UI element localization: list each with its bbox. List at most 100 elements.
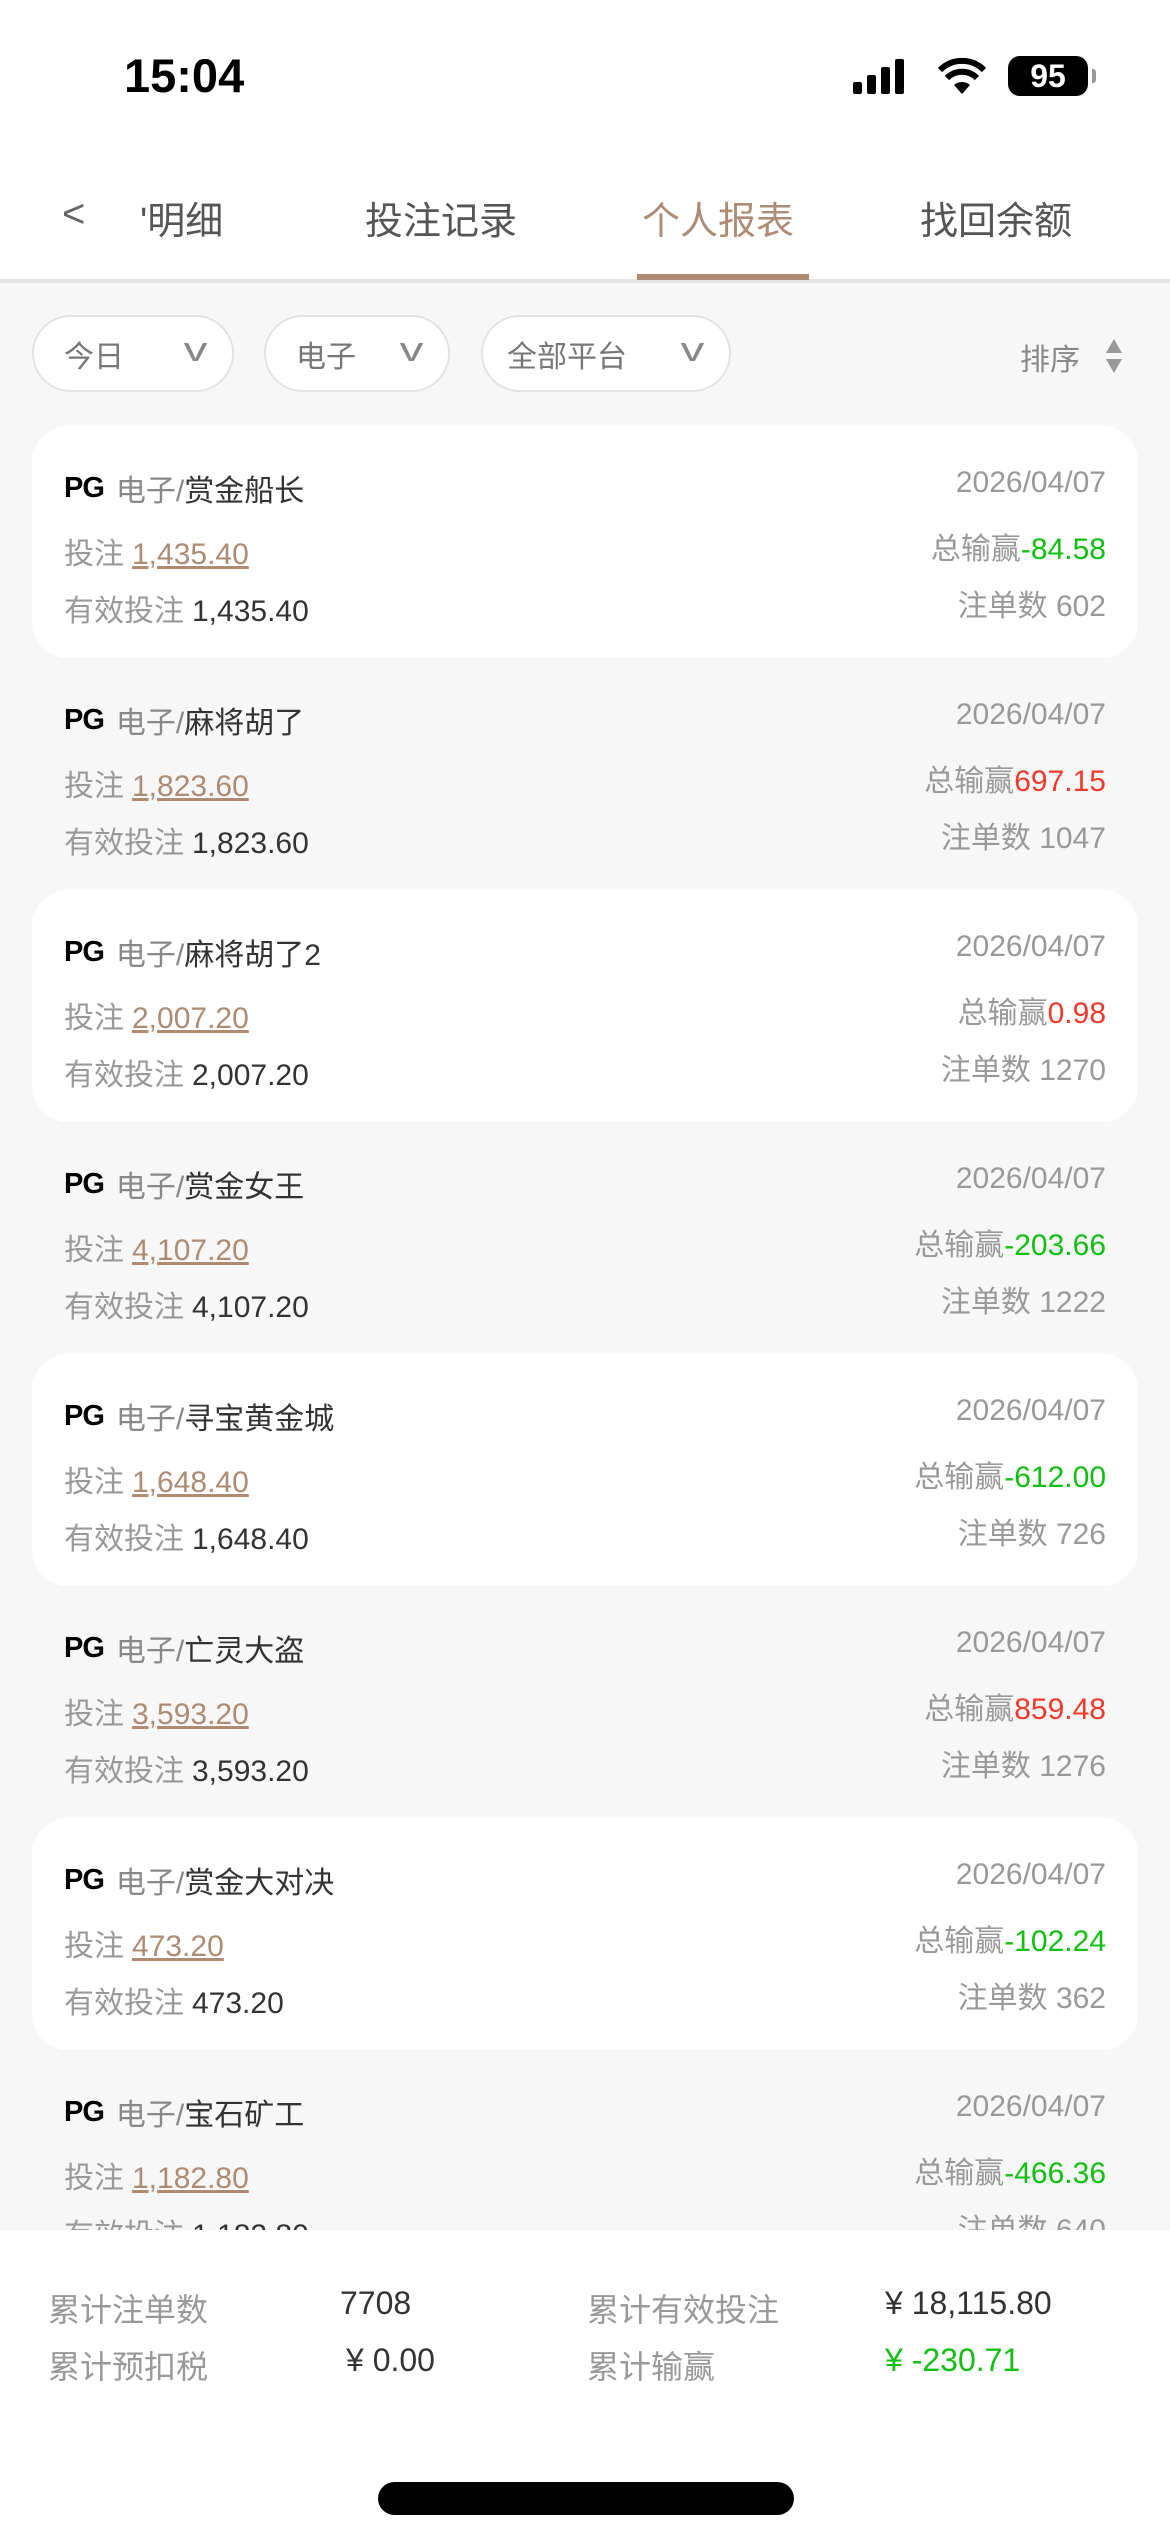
total-win-value: -612.00: [1004, 1461, 1106, 1494]
record-bet: 投注 3,593.20: [64, 1689, 249, 1733]
record-date: 2026/04/07: [955, 698, 1106, 731]
tab-personal-report[interactable]: 个人报表: [642, 201, 795, 243]
back-chevron-icon[interactable]: <: [62, 192, 86, 236]
wifi-icon: [938, 57, 986, 94]
valid-bet-label: 有效投注: [64, 1291, 184, 1324]
record-game: 寻宝黄金城: [184, 1403, 335, 1436]
record-total-win: 总输赢-84.58: [931, 524, 1106, 568]
tab-bar: < '明细 投注记录 个人报表 找回余额: [0, 150, 1170, 283]
bet-amount-link[interactable]: 3,593.20: [132, 1698, 249, 1731]
record-date: 2026/04/07: [955, 930, 1106, 963]
total-win-label: 总输赢: [914, 1229, 1005, 1262]
record-game: 麻将胡了2: [184, 939, 321, 972]
count-value: 1047: [1039, 822, 1106, 855]
record-valid-bet: 有效投注 1,823.60: [64, 818, 309, 862]
bet-amount-link[interactable]: 4,107.20: [132, 1234, 249, 1267]
record-total-win: 总输赢-612.00: [914, 1452, 1106, 1496]
bet-amount-link[interactable]: 1,182.80: [132, 2162, 249, 2195]
tab-recover-balance[interactable]: 找回余额: [920, 201, 1073, 243]
count-label: 注单数: [957, 1518, 1048, 1551]
bet-label: 投注: [64, 538, 124, 571]
record-total-win: 总输赢0.98: [958, 988, 1106, 1032]
total-win-value: 0.98: [1047, 997, 1106, 1030]
valid-bet-label: 有效投注: [64, 827, 184, 860]
record-category: 电子/: [115, 1171, 185, 1204]
total-win-label: 总输赢: [914, 2157, 1005, 2190]
category-filter-dropdown[interactable]: 电子 v: [264, 315, 450, 392]
record-game: 赏金女王: [184, 1171, 305, 1204]
pg-logo: PG: [64, 471, 105, 504]
total-win-label: 总输赢: [930, 533, 1021, 566]
record-valid-bet: 有效投注 2,007.20: [64, 1050, 309, 1094]
record-valid-bet: 有效投注 1,435.40: [64, 586, 309, 630]
count-label: 注单数: [957, 1982, 1048, 2015]
record-total-win: 总输赢859.48: [924, 1684, 1106, 1728]
sort-icon[interactable]: [1104, 337, 1124, 375]
sort-button[interactable]: 排序: [1020, 344, 1080, 377]
count-value: 726: [1055, 1518, 1106, 1551]
record-category: 电子/: [115, 1867, 185, 1900]
date-filter-dropdown[interactable]: 今日 v: [32, 315, 234, 392]
bet-label: 投注: [64, 1930, 124, 1963]
record-count: 注单数 1047: [941, 813, 1106, 857]
chevron-down-icon: v: [399, 331, 424, 369]
total-win-value: 697.15: [1014, 765, 1106, 798]
record-card[interactable]: PG 电子/赏金大对决 投注 473.20 有效投注 473.20 2026/04/0…: [32, 1818, 1138, 2050]
count-value: 1270: [1039, 1054, 1106, 1087]
record-date: 2026/04/07: [955, 2090, 1106, 2123]
record-card[interactable]: PG 电子/赏金女王 投注 4,107.20 有效投注 4,107.20 2026/0…: [32, 1122, 1138, 1354]
valid-bet-value: 473.20: [192, 1987, 284, 2020]
tab-bet-records[interactable]: 投注记录: [365, 201, 518, 243]
record-title: PG 电子/寻宝黄金城: [64, 1394, 334, 1438]
record-total-win: 总输赢697.15: [924, 756, 1106, 800]
record-date: 2026/04/07: [955, 1394, 1106, 1427]
record-title: PG 电子/赏金大对决: [64, 1858, 334, 1902]
clock: 15:04: [124, 49, 245, 102]
record-date: 2026/04/07: [955, 1858, 1106, 1891]
record-date: 2026/04/07: [955, 1626, 1106, 1659]
total-win-value: -84.58: [1020, 533, 1106, 566]
summary-valid-value: ¥ 18,115.80: [885, 2285, 1052, 2321]
count-label: 注单数: [940, 1054, 1031, 1087]
record-card[interactable]: PG 电子/亡灵大盗 投注 3,593.20 有效投注 3,593.20 2026/0…: [32, 1586, 1138, 1818]
record-category: 电子/: [115, 2099, 185, 2132]
bet-amount-link[interactable]: 1,823.60: [132, 770, 249, 803]
record-card[interactable]: PG 电子/寻宝黄金城 投注 1,648.40 有效投注 1,648.40 2026/…: [32, 1354, 1138, 1586]
record-card[interactable]: PG 电子/赏金船长 投注 1,435.40 有效投注 1,435.40 2026/0…: [32, 426, 1138, 658]
category-filter-label: 电子: [296, 340, 356, 374]
record-count: 注单数 1276: [941, 1741, 1106, 1785]
chevron-down-icon: v: [680, 331, 705, 369]
summary-win-label: 累计输赢: [587, 2349, 716, 2385]
record-title: PG 电子/麻将胡了2: [64, 930, 321, 974]
record-title: PG 电子/宝石矿工: [64, 2090, 304, 2134]
pg-logo: PG: [64, 2095, 105, 2128]
bet-amount-link[interactable]: 2,007.20: [132, 1002, 249, 1035]
platform-filter-dropdown[interactable]: 全部平台 v: [481, 315, 731, 392]
record-count: 注单数 726: [958, 1509, 1106, 1553]
valid-bet-label: 有效投注: [64, 1523, 184, 1556]
valid-bet-value: 4,107.20: [192, 1291, 309, 1324]
record-category: 电子/: [115, 475, 185, 508]
tab-details[interactable]: '明细: [140, 201, 224, 243]
record-total-win: 总输赢-203.66: [914, 1220, 1106, 1264]
bet-amount-link[interactable]: 1,435.40: [132, 538, 249, 571]
valid-bet-label: 有效投注: [64, 1059, 184, 1092]
bet-label: 投注: [64, 2162, 124, 2195]
summary-count-value: 7708: [340, 2285, 412, 2321]
record-card[interactable]: PG 电子/麻将胡了 投注 1,823.60 有效投注 1,823.60 2026/0…: [32, 658, 1138, 890]
summary-count-label: 累计注单数: [48, 2292, 209, 2328]
bet-amount-link[interactable]: 473.20: [132, 1930, 224, 1963]
bet-amount-link[interactable]: 1,648.40: [132, 1466, 249, 1499]
platform-filter-label: 全部平台: [507, 340, 627, 374]
valid-bet-value: 3,593.20: [192, 1755, 309, 1788]
record-category: 电子/: [115, 939, 185, 972]
record-card[interactable]: PG 电子/麻将胡了2 投注 2,007.20 有效投注 2,007.20 2026/…: [32, 890, 1138, 1122]
pg-logo: PG: [64, 1399, 105, 1432]
pg-logo: PG: [64, 1167, 105, 1200]
total-win-label: 总输赢: [914, 1925, 1005, 1958]
count-label: 注单数: [940, 822, 1031, 855]
total-win-value: -466.36: [1004, 2157, 1106, 2190]
record-game: 宝石矿工: [184, 2099, 305, 2132]
record-bet: 投注 4,107.20: [64, 1225, 249, 1269]
valid-bet-label: 有效投注: [64, 1755, 184, 1788]
